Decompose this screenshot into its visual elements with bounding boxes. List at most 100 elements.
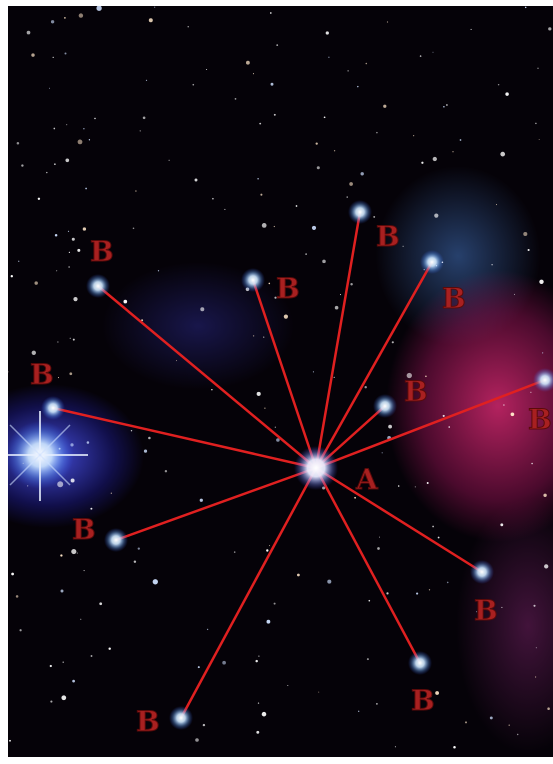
background-star <box>108 647 111 650</box>
background-star <box>224 208 226 210</box>
star-b <box>169 706 193 730</box>
background-star <box>413 135 415 137</box>
background-star <box>192 83 195 86</box>
background-star <box>19 629 22 632</box>
background-star <box>535 647 537 649</box>
background-star <box>533 604 536 607</box>
label-a: A <box>355 463 379 496</box>
background-star <box>266 619 271 624</box>
background-star <box>510 412 515 417</box>
background-star <box>283 314 288 319</box>
label-b: B <box>528 403 552 436</box>
star-b <box>104 528 128 552</box>
background-star <box>68 266 70 268</box>
background-star <box>453 745 456 749</box>
background-star <box>222 660 226 665</box>
background-star <box>273 113 276 116</box>
background-star <box>535 122 537 125</box>
connection-lines <box>52 211 546 719</box>
background-star <box>21 164 24 167</box>
background-star <box>15 595 19 598</box>
background-star <box>259 122 262 125</box>
background-star <box>268 545 271 547</box>
background-star <box>437 536 440 539</box>
connection-line <box>315 466 483 574</box>
background-star <box>197 666 200 669</box>
background-star <box>261 711 267 717</box>
background-star <box>96 6 102 11</box>
background-star <box>52 56 54 59</box>
background-star <box>53 127 56 130</box>
connection-line <box>314 261 434 469</box>
background-star <box>130 430 133 432</box>
background-star <box>315 142 318 145</box>
background-star <box>535 676 537 678</box>
background-star <box>10 275 13 278</box>
background-star <box>56 270 58 272</box>
background-star <box>470 28 472 30</box>
background-star <box>376 703 378 705</box>
background-star <box>539 279 544 284</box>
labeled-stars <box>41 200 553 730</box>
background-star <box>495 204 498 206</box>
star-b <box>408 651 432 675</box>
background-star <box>139 130 141 132</box>
background-star <box>452 151 454 153</box>
background-star <box>34 281 38 285</box>
background-star <box>503 404 505 406</box>
background-star <box>8 371 9 373</box>
background-star <box>383 104 387 108</box>
background-star <box>88 139 91 141</box>
background-star <box>364 385 367 389</box>
background-star <box>311 225 317 230</box>
background-star <box>513 293 516 295</box>
star-b <box>470 560 494 584</box>
background-star <box>497 83 500 86</box>
background-star <box>391 341 394 344</box>
connection-line <box>315 378 546 470</box>
background-star <box>257 702 260 704</box>
background-star <box>264 407 266 409</box>
background-star <box>432 525 434 528</box>
background-star <box>414 486 416 488</box>
background-star <box>83 128 85 130</box>
background-star <box>333 376 335 379</box>
background-star <box>381 452 383 454</box>
background-star <box>54 234 58 237</box>
background-stars <box>8 6 552 749</box>
background-star <box>263 336 265 338</box>
background-star <box>426 482 429 484</box>
background-star <box>83 570 85 572</box>
background-star <box>489 716 493 720</box>
background-star <box>71 237 75 241</box>
background-star <box>318 691 320 693</box>
background-star <box>432 156 437 162</box>
background-star <box>176 360 177 362</box>
background-star <box>77 139 83 145</box>
background-star <box>537 67 539 69</box>
connection-line <box>314 211 362 469</box>
background-star <box>276 438 280 442</box>
background-star <box>491 264 493 266</box>
background-star <box>435 691 439 695</box>
background-star <box>376 131 378 134</box>
background-star <box>255 659 258 663</box>
background-star <box>360 172 364 176</box>
background-star <box>76 552 78 554</box>
background-star <box>60 554 63 557</box>
background-star <box>142 116 146 120</box>
background-star <box>135 190 137 192</box>
background-star <box>68 251 71 254</box>
background-star <box>366 658 369 661</box>
background-star <box>69 337 71 339</box>
connection-line <box>314 467 422 664</box>
background-star <box>90 507 93 510</box>
background-star <box>11 572 14 576</box>
background-star <box>16 141 20 145</box>
background-star <box>148 436 151 440</box>
background-star <box>350 283 353 286</box>
background-star <box>543 493 547 497</box>
background-star <box>428 589 431 591</box>
background-star <box>397 485 400 487</box>
background-star <box>527 248 530 252</box>
